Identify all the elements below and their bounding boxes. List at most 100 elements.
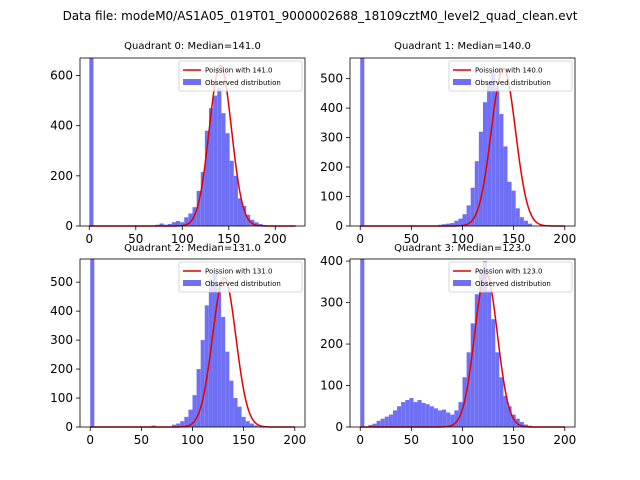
y-tick-label: 0 bbox=[65, 420, 73, 434]
histogram-bar bbox=[221, 316, 226, 427]
histogram-bar bbox=[368, 424, 373, 427]
histogram-bar bbox=[175, 220, 181, 226]
histogram-bar bbox=[429, 406, 434, 427]
x-tick-label: 50 bbox=[134, 433, 149, 447]
histogram-bar bbox=[491, 319, 496, 427]
axes-frame bbox=[79, 57, 306, 227]
panel-title: Quadrant 1: Median=140.0 bbox=[394, 41, 531, 52]
legend-hist-label: Observed distribution bbox=[205, 280, 281, 288]
y-tick-label: 300 bbox=[320, 131, 343, 145]
histogram-bar bbox=[523, 424, 528, 427]
legend-hist-label: Observed distribution bbox=[475, 280, 551, 288]
histogram-bar bbox=[180, 421, 185, 427]
panel-title: Quadrant 2: Median=131.0 bbox=[124, 243, 261, 254]
y-tick-label: 500 bbox=[320, 72, 343, 86]
histogram-bar bbox=[229, 160, 234, 226]
histogram-bar bbox=[450, 223, 455, 226]
histogram-bar bbox=[503, 395, 508, 427]
x-tick-label: 100 bbox=[451, 232, 474, 246]
histogram-bar bbox=[172, 424, 177, 427]
quadrant-2-panel: Quadrant 2: Median=131.0 0 50 100 150 200 0 10… bbox=[50, 243, 306, 447]
histogram-bar bbox=[466, 352, 471, 427]
histogram-bar bbox=[482, 102, 488, 226]
histogram-bar bbox=[503, 146, 508, 226]
histogram-bar bbox=[499, 377, 504, 427]
histogram-bar bbox=[188, 213, 193, 226]
histogram-bar bbox=[462, 214, 467, 226]
legend-hist-swatch bbox=[183, 280, 201, 286]
legend-hist-swatch bbox=[183, 79, 201, 85]
y-tick-label: 100 bbox=[50, 391, 73, 405]
histogram-bar bbox=[233, 175, 238, 226]
y-tick-label: 100 bbox=[320, 379, 343, 393]
histogram-bar bbox=[405, 400, 410, 427]
histogram-bar bbox=[527, 223, 533, 226]
x-tick-label: 200 bbox=[553, 433, 576, 447]
x-tick-label: 150 bbox=[217, 232, 240, 246]
legend-hist-swatch bbox=[453, 280, 471, 286]
x-tick-label: 100 bbox=[171, 232, 194, 246]
histogram-bar bbox=[188, 409, 193, 427]
histogram-bar bbox=[470, 187, 475, 226]
histogram-bar bbox=[421, 402, 426, 427]
legend-box bbox=[448, 60, 573, 92]
histogram-bar bbox=[212, 273, 218, 427]
histogram-bar bbox=[200, 172, 205, 226]
histogram-bar bbox=[511, 414, 516, 427]
x-tick-label: 50 bbox=[404, 232, 419, 246]
x-tick-label: 50 bbox=[128, 232, 143, 246]
histogram-bar bbox=[409, 397, 414, 427]
histogram-bar bbox=[417, 400, 422, 427]
histogram-bar bbox=[507, 406, 512, 427]
y-tick-label: 400 bbox=[50, 304, 73, 318]
histogram-bar bbox=[233, 398, 238, 427]
histogram-bar bbox=[213, 95, 218, 226]
histogram-bar bbox=[495, 87, 500, 226]
histogram-bar bbox=[511, 190, 516, 226]
quadrant-3-panel: Quadrant 3: Median=123.0 0 50 100 150 200 0 10… bbox=[320, 243, 576, 447]
histogram-bar bbox=[176, 423, 181, 427]
x-tick-label: 200 bbox=[553, 232, 576, 246]
histogram-bar bbox=[221, 113, 226, 226]
x-tick-label: 100 bbox=[181, 433, 204, 447]
legend-box bbox=[448, 261, 573, 293]
histogram-bar bbox=[397, 406, 402, 427]
histogram-bar bbox=[446, 412, 451, 427]
y-tick-label: 400 bbox=[50, 119, 73, 133]
legend-hist-label: Observed distribution bbox=[205, 79, 281, 87]
legend-curve-label: Poission with 141.0 bbox=[205, 67, 273, 75]
y-tick-label: 300 bbox=[320, 296, 343, 310]
legend-curve-label: Poission with 140.0 bbox=[475, 67, 543, 75]
histogram-bar bbox=[392, 410, 398, 427]
histogram-bar bbox=[249, 423, 254, 427]
histogram-bar bbox=[523, 220, 528, 226]
quadrant-1-panel: Quadrant 1: Median=140.0 0 50 100 150 200 0 10… bbox=[320, 41, 576, 246]
x-tick-label: 200 bbox=[283, 433, 306, 447]
y-tick-label: 100 bbox=[320, 190, 343, 204]
histogram-bar bbox=[89, 58, 94, 226]
histogram-bar bbox=[442, 224, 447, 226]
histogram-bar bbox=[229, 380, 234, 427]
histogram-bar bbox=[507, 181, 512, 226]
x-tick-label: 100 bbox=[451, 433, 474, 447]
histogram-bar bbox=[204, 130, 210, 226]
histogram-bar bbox=[515, 208, 520, 226]
legend-box bbox=[178, 60, 303, 92]
y-tick-label: 400 bbox=[320, 101, 343, 115]
x-tick-label: 150 bbox=[502, 433, 525, 447]
y-tick-label: 200 bbox=[50, 362, 73, 376]
histogram-bar bbox=[437, 410, 443, 427]
y-tick-label: 0 bbox=[335, 219, 343, 233]
y-tick-label: 400 bbox=[320, 254, 343, 268]
histogram-bar bbox=[237, 406, 242, 427]
legend-box bbox=[178, 261, 303, 293]
histogram-bar bbox=[401, 402, 406, 427]
x-tick-label: 0 bbox=[85, 232, 93, 246]
y-tick-label: 0 bbox=[65, 219, 73, 233]
histogram-bar bbox=[184, 217, 189, 226]
x-tick-label: 50 bbox=[404, 433, 419, 447]
histogram-bar bbox=[495, 352, 500, 427]
histogram-bar bbox=[196, 369, 201, 427]
histogram-bar bbox=[474, 294, 479, 427]
